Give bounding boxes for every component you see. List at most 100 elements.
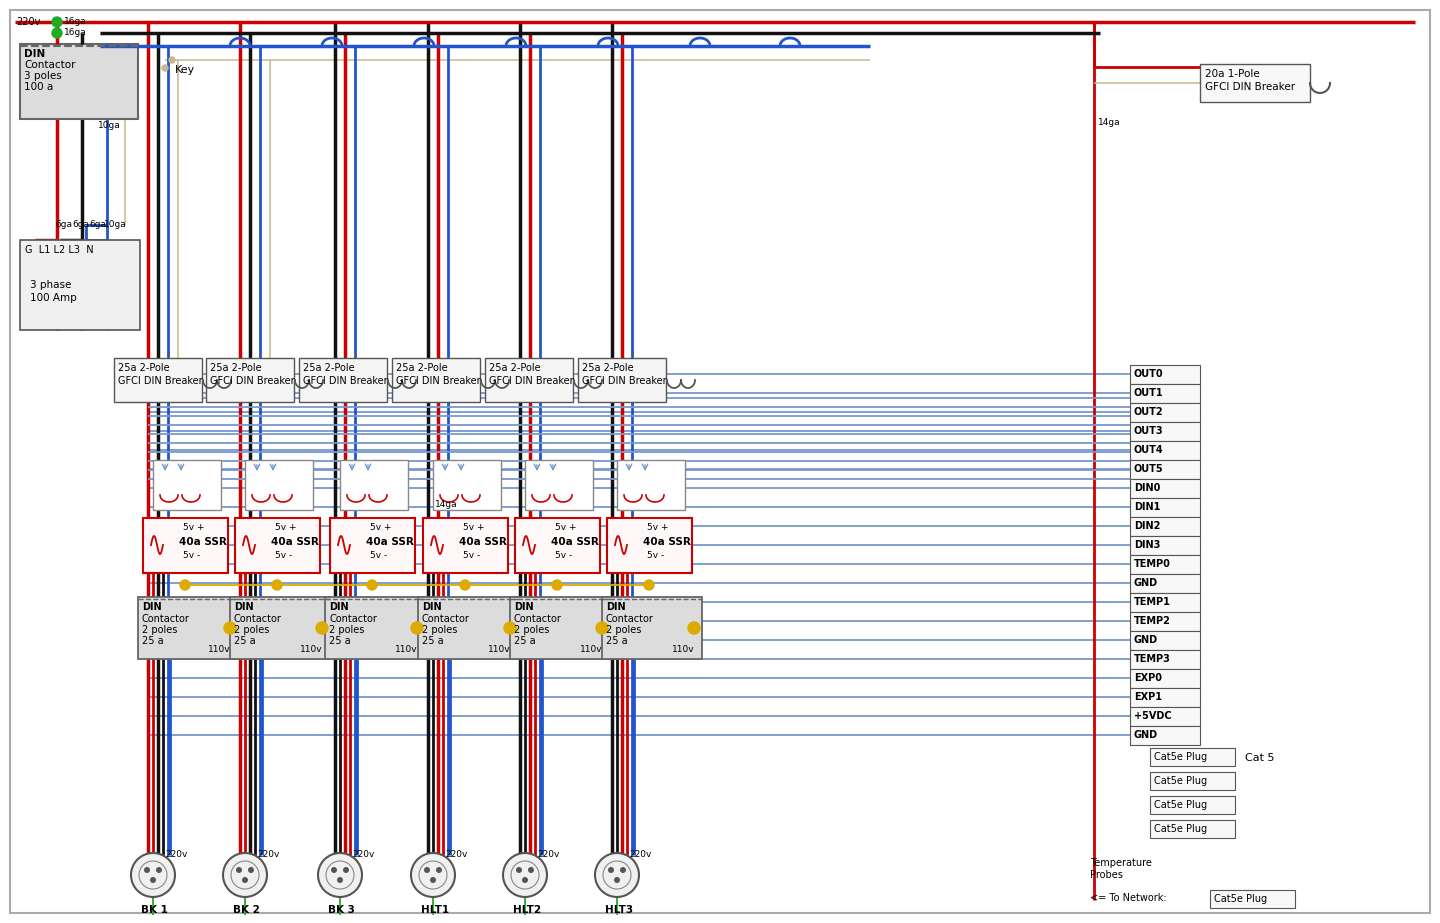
Text: 40a SSR: 40a SSR	[366, 537, 413, 547]
Circle shape	[242, 877, 248, 883]
Text: 5v -: 5v -	[554, 551, 572, 560]
Text: 2 poles: 2 poles	[514, 625, 550, 635]
Text: DIN: DIN	[422, 602, 442, 612]
Text: HLT1: HLT1	[420, 905, 449, 915]
Text: 40a SSR: 40a SSR	[459, 537, 507, 547]
Bar	[1130, 498, 1200, 517]
Text: BK 3: BK 3	[328, 905, 354, 915]
Text: DIN: DIN	[24, 49, 45, 59]
Text: 10ga: 10ga	[98, 121, 121, 130]
Bar	[1130, 536, 1200, 555]
Text: 220v: 220v	[537, 850, 559, 859]
Text: 6ga: 6ga	[55, 220, 72, 229]
Circle shape	[459, 580, 469, 590]
Text: DIN: DIN	[606, 602, 625, 612]
Bar	[153, 460, 220, 510]
Circle shape	[423, 867, 431, 873]
Bar	[143, 518, 228, 573]
Text: 16ga: 16ga	[63, 28, 86, 37]
Text: Contactor: Contactor	[422, 614, 469, 624]
Circle shape	[621, 867, 626, 873]
Bar	[20, 44, 138, 119]
Text: Probes: Probes	[1090, 870, 1123, 880]
Circle shape	[410, 853, 455, 897]
Circle shape	[223, 853, 266, 897]
Text: DIN: DIN	[514, 602, 534, 612]
Text: 5v +: 5v +	[464, 523, 484, 532]
Circle shape	[236, 867, 242, 873]
Text: Cat5e Plug: Cat5e Plug	[1153, 752, 1207, 762]
Bar	[230, 597, 330, 659]
Text: Contactor: Contactor	[328, 614, 377, 624]
Circle shape	[52, 28, 62, 38]
Text: 5v +: 5v +	[275, 523, 297, 532]
Text: GND: GND	[1135, 578, 1158, 588]
Bar	[1130, 441, 1200, 460]
Text: 25a 2-Pole: 25a 2-Pole	[490, 363, 540, 373]
Text: 220v: 220v	[351, 850, 374, 859]
Circle shape	[180, 580, 190, 590]
Text: Contactor: Contactor	[24, 60, 75, 70]
Bar	[1130, 479, 1200, 498]
Text: TEMP0: TEMP0	[1135, 559, 1171, 569]
Circle shape	[596, 622, 608, 634]
Text: 6ga: 6ga	[89, 220, 107, 229]
Text: Contactor: Contactor	[514, 614, 562, 624]
Text: Contactor: Contactor	[606, 614, 654, 624]
Text: 40a SSR: 40a SSR	[179, 537, 228, 547]
Text: OUT4: OUT4	[1135, 445, 1164, 455]
Text: 14ga: 14ga	[435, 500, 458, 509]
Circle shape	[343, 867, 348, 873]
Bar	[20, 240, 140, 330]
Bar	[418, 597, 518, 659]
Text: GFCI DIN Breaker: GFCI DIN Breaker	[210, 376, 295, 386]
Circle shape	[337, 877, 343, 883]
Bar	[1130, 403, 1200, 422]
Text: 220v: 220v	[166, 850, 187, 859]
Text: DIN2: DIN2	[1135, 521, 1161, 531]
Text: Cat5e Plug: Cat5e Plug	[1153, 800, 1207, 810]
Text: GFCI DIN Breaker: GFCI DIN Breaker	[490, 376, 573, 386]
Bar	[1151, 796, 1236, 814]
Text: 5v -: 5v -	[370, 551, 387, 560]
Text: 2 poles: 2 poles	[606, 625, 641, 635]
Bar	[433, 460, 501, 510]
Bar	[1151, 772, 1236, 790]
Bar	[1151, 748, 1236, 766]
Text: 220v: 220v	[16, 17, 40, 27]
Bar	[1200, 64, 1310, 102]
Text: GND: GND	[1135, 635, 1158, 645]
Text: 25 a: 25 a	[233, 636, 256, 646]
Text: 25 a: 25 a	[143, 636, 164, 646]
Circle shape	[528, 867, 534, 873]
Text: DIN: DIN	[328, 602, 348, 612]
Circle shape	[144, 867, 150, 873]
Circle shape	[248, 867, 253, 873]
Bar	[602, 597, 703, 659]
Text: Contactor: Contactor	[143, 614, 190, 624]
Text: GFCI DIN Breaker: GFCI DIN Breaker	[396, 376, 481, 386]
Bar	[325, 597, 425, 659]
Bar	[1151, 820, 1236, 838]
Text: TEMP3: TEMP3	[1135, 654, 1171, 664]
Bar	[1130, 365, 1200, 384]
Circle shape	[613, 877, 621, 883]
Text: Cat5e Plug: Cat5e Plug	[1153, 824, 1207, 834]
Text: 220v: 220v	[445, 850, 468, 859]
Circle shape	[688, 622, 700, 634]
Text: DIN3: DIN3	[1135, 540, 1161, 550]
Bar	[423, 518, 508, 573]
Circle shape	[225, 622, 236, 634]
Text: 40a SSR: 40a SSR	[552, 537, 599, 547]
Bar	[245, 460, 312, 510]
Text: 25 a: 25 a	[328, 636, 350, 646]
Bar	[616, 460, 685, 510]
Text: Cat5e Plug: Cat5e Plug	[1214, 894, 1267, 904]
Text: 16ga: 16ga	[63, 17, 86, 26]
Bar	[1130, 460, 1200, 479]
Circle shape	[150, 877, 156, 883]
Text: <= To Network:: <= To Network:	[1090, 893, 1166, 903]
Circle shape	[516, 867, 521, 873]
Circle shape	[552, 580, 562, 590]
Text: 5v -: 5v -	[647, 551, 664, 560]
